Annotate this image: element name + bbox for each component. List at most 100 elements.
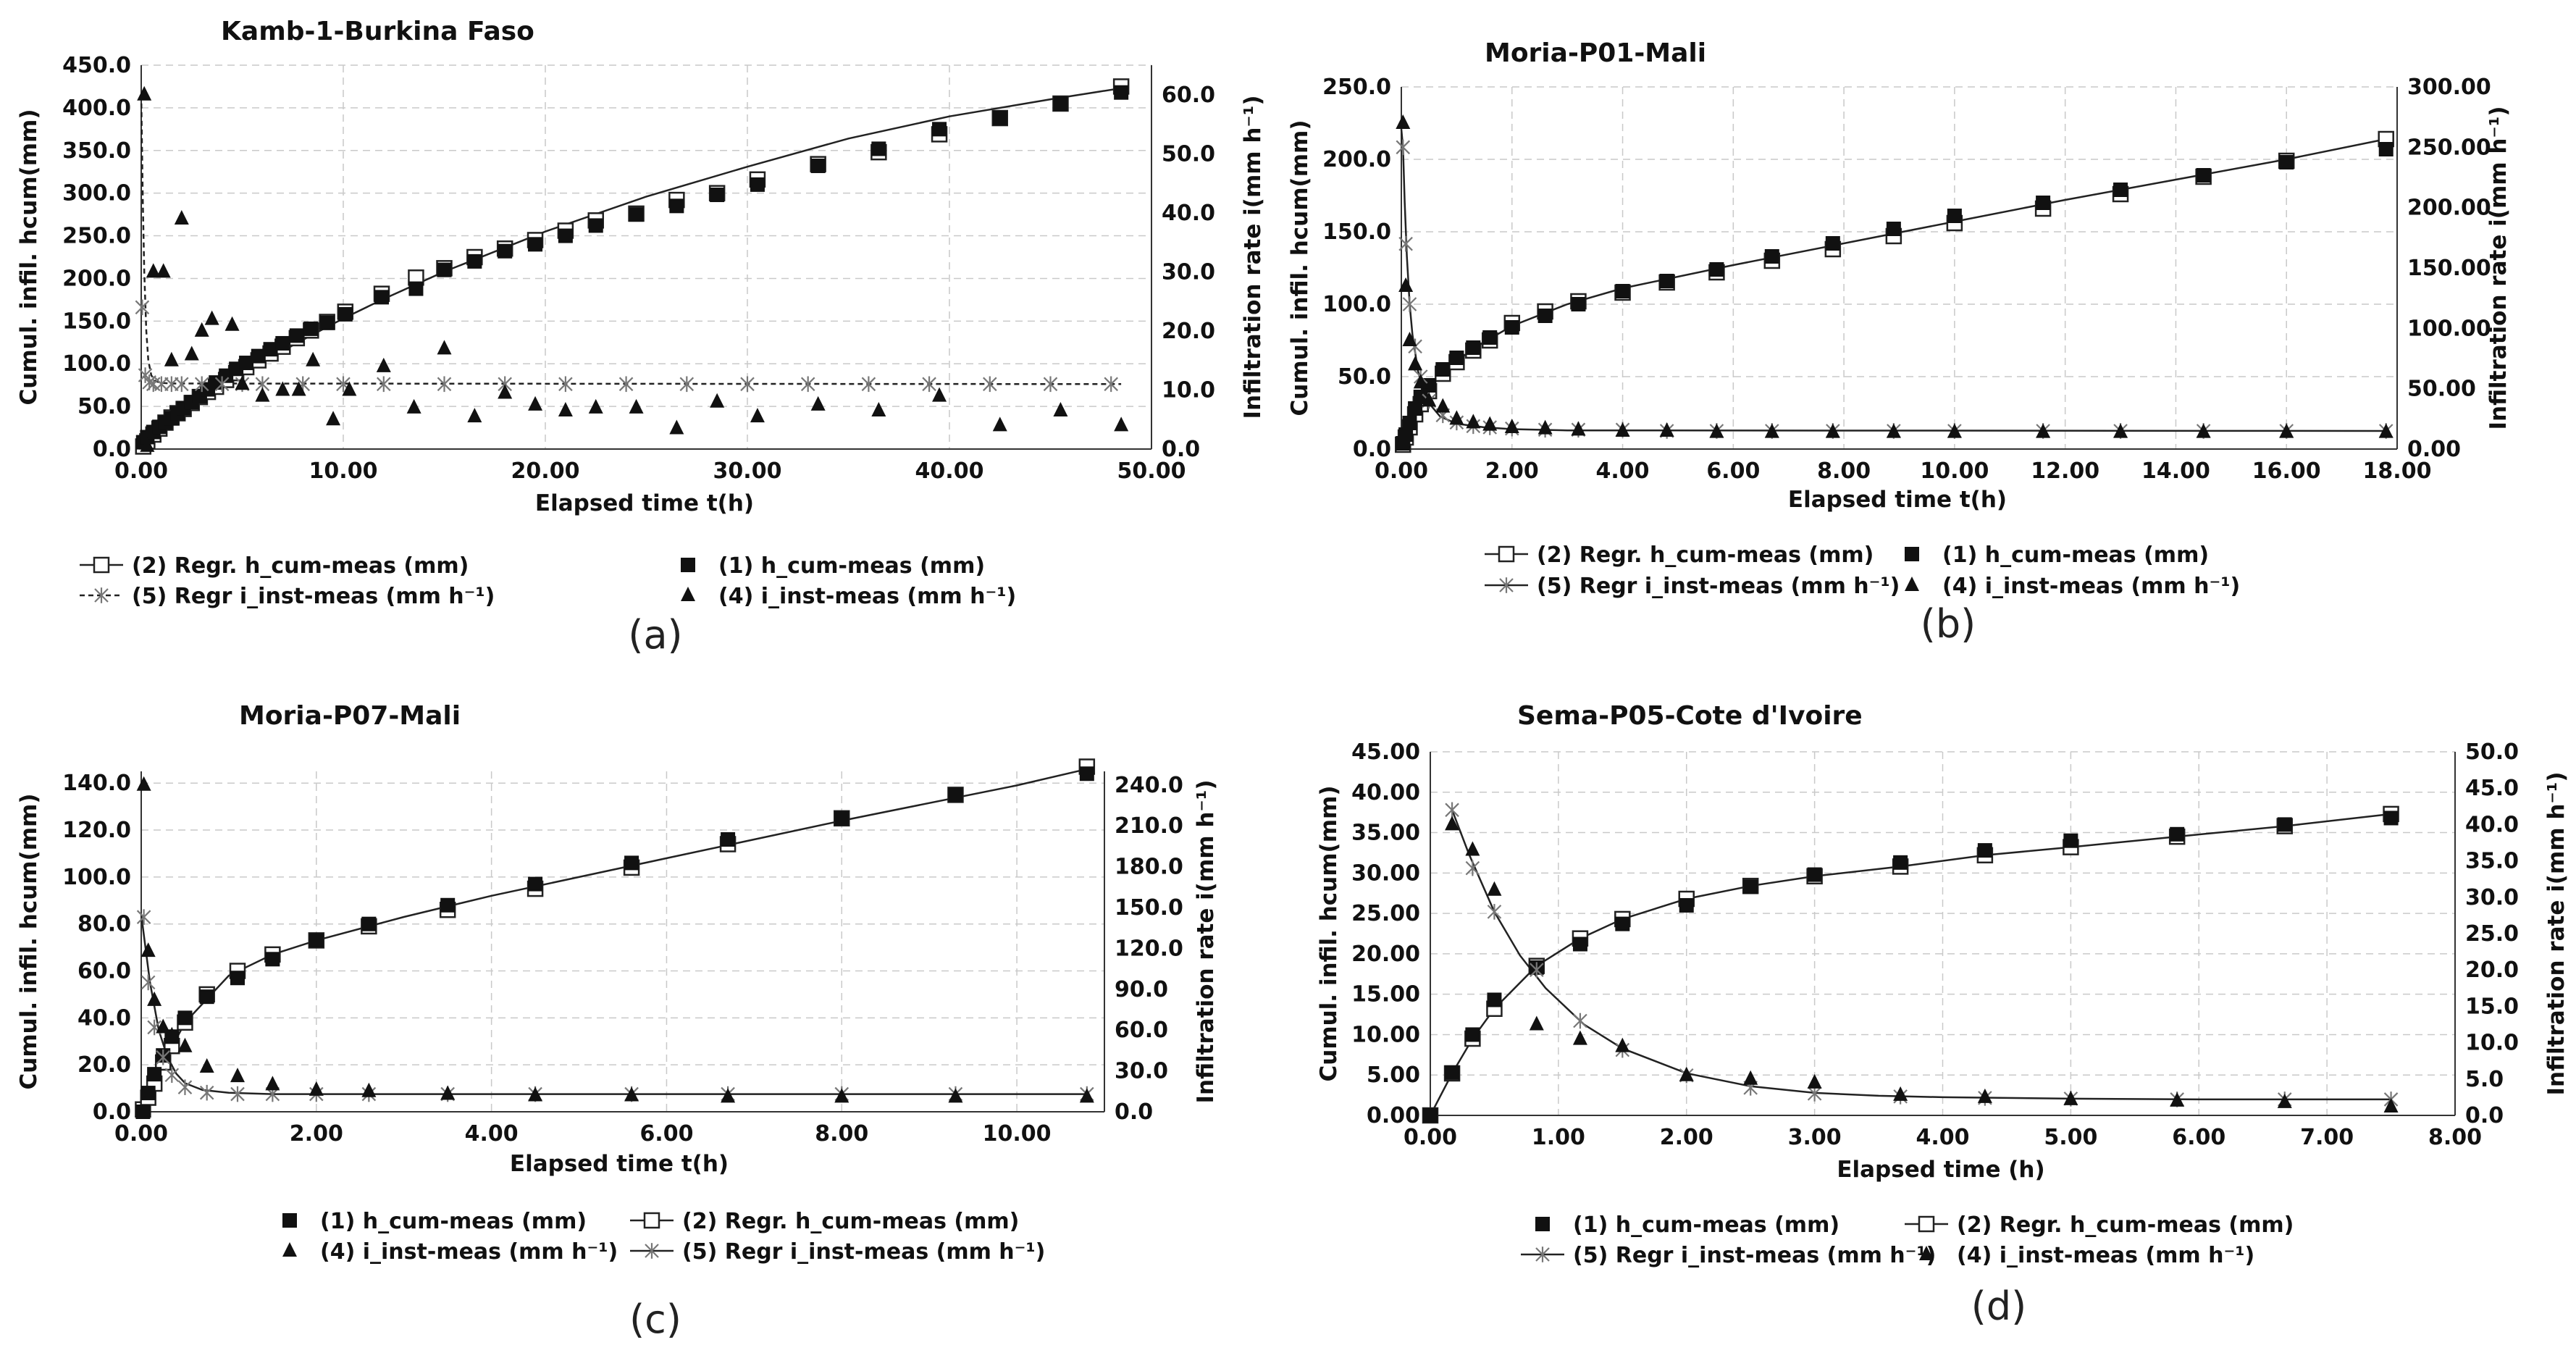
x-tick-label: 30.00 xyxy=(713,458,782,484)
legend-marker xyxy=(1498,545,1515,563)
x-tick-label: 18.00 xyxy=(2363,458,2432,484)
data-point xyxy=(1449,410,1464,425)
y2-tick-label: 30.0 xyxy=(1162,259,1215,285)
data-point xyxy=(376,357,391,372)
chart-panel-a: 0.00 10.00 20.00 30.00 40.00 50.000.050.0100.… xyxy=(16,17,1266,658)
chart-title: Moria-P07-Mali xyxy=(239,701,461,731)
data-point xyxy=(2383,1097,2399,1113)
data-point xyxy=(721,1088,736,1103)
legend-item: (2) Regr. h_cum-meas (mm) xyxy=(1905,1212,2294,1238)
y-tick-label: 25.00 xyxy=(1351,901,1420,926)
data-point xyxy=(1764,249,1779,264)
y2-tick-label: 240.0 xyxy=(1115,773,1183,798)
y-tick-label: 40.0 xyxy=(77,1005,131,1031)
data-point xyxy=(861,376,876,393)
hcum-fit-line xyxy=(1400,138,2386,450)
data-point xyxy=(1487,881,1502,896)
data-point xyxy=(1977,1088,1992,1103)
x-tick-label: 7.00 xyxy=(2300,1125,2354,1150)
data-point xyxy=(140,942,156,958)
legend-marker xyxy=(1535,1246,1550,1262)
data-point xyxy=(871,141,886,156)
series-i-regr xyxy=(1396,139,2394,439)
data-point xyxy=(437,340,452,355)
x-tick-label: 6.00 xyxy=(2172,1125,2225,1150)
data-point xyxy=(800,376,815,393)
data-point xyxy=(948,1088,963,1103)
data-point xyxy=(710,393,725,408)
data-point xyxy=(136,776,151,791)
legend: (1) h_cum-meas (mm) (2) Regr. h_cum-meas … xyxy=(282,1209,1045,1265)
x-tick-label: 8.00 xyxy=(2428,1125,2482,1150)
data-point xyxy=(265,952,280,967)
data-point xyxy=(1572,1030,1587,1045)
data-point xyxy=(239,356,254,371)
y-tick-label: 150.0 xyxy=(62,309,131,334)
data-point xyxy=(1422,392,1437,407)
data-point xyxy=(437,376,452,393)
data-point xyxy=(1825,236,1840,251)
data-point xyxy=(1709,262,1724,277)
data-point xyxy=(2277,817,2292,832)
y-tick-label: 80.0 xyxy=(77,912,131,937)
data-point xyxy=(2036,423,2051,438)
y-tick-label: 50.0 xyxy=(77,394,131,419)
y-tick-label: 450.0 xyxy=(62,53,131,78)
data-point xyxy=(164,351,179,366)
y2-tick-label: 0.00 xyxy=(2407,437,2461,462)
data-point xyxy=(265,1076,280,1091)
data-point xyxy=(1104,376,1118,393)
legend-label: (1) h_cum-meas (mm) xyxy=(1942,542,2209,568)
legend-item: (1) h_cum-meas (mm) xyxy=(681,553,985,579)
series-i-regr xyxy=(136,909,1094,1102)
y2-tick-label: 40.0 xyxy=(1162,201,1215,226)
legend-label: (5) Regr i_inst-meas (mm h⁻¹) xyxy=(1573,1243,1936,1268)
x-tick-label: 1.00 xyxy=(1532,1125,1585,1150)
series-i-meas xyxy=(1445,816,2399,1113)
y2-axis-label: Infiltration rate i(mm h⁻¹) xyxy=(2485,106,2512,430)
legend-item: (5) Regr i_inst-meas (mm h⁻¹) xyxy=(1485,574,1900,599)
legend-item: (4) i_inst-meas (mm h⁻¹) xyxy=(1905,574,2240,599)
chart-title: Kamb-1-Burkina Faso xyxy=(221,17,534,46)
y2-tick-label: 50.00 xyxy=(2407,377,2476,402)
y-tick-label: 5.00 xyxy=(1367,1063,1420,1088)
series-hcum-meas xyxy=(1423,810,2399,1123)
data-point xyxy=(1402,416,1417,430)
data-point xyxy=(199,1084,214,1101)
legend-label: (2) Regr. h_cum-meas (mm) xyxy=(682,1209,1019,1234)
x-tick-label: 10.00 xyxy=(1920,458,1989,484)
data-point xyxy=(214,376,230,393)
data-point xyxy=(1573,1013,1587,1029)
y2-tick-label: 45.0 xyxy=(2465,776,2519,801)
data-point xyxy=(1413,374,1428,389)
data-point xyxy=(992,416,1007,432)
data-point xyxy=(255,387,270,402)
data-point xyxy=(1465,841,1480,856)
y2-tick-label: 10.0 xyxy=(1162,377,1215,403)
data-point xyxy=(306,351,321,366)
data-point xyxy=(137,85,152,101)
data-point xyxy=(810,158,826,173)
y-tick-label: 20.00 xyxy=(1351,942,1420,967)
data-point xyxy=(177,1079,193,1095)
x-tick-label: 4.00 xyxy=(1596,458,1650,484)
data-point xyxy=(1398,277,1414,292)
data-point xyxy=(1396,139,1411,156)
y2-tick-label: 0.0 xyxy=(1115,1099,1153,1125)
data-point xyxy=(1807,867,1822,882)
data-point xyxy=(230,1086,245,1102)
x-tick-label: 6.00 xyxy=(639,1121,693,1147)
data-point xyxy=(669,198,684,214)
x-tick-label: 2.00 xyxy=(290,1121,343,1147)
data-point xyxy=(1466,340,1481,355)
x-tick-label: 14.00 xyxy=(2141,458,2210,484)
data-point xyxy=(2383,810,2399,826)
series-hcum-meas xyxy=(135,766,1094,1119)
data-point xyxy=(1398,427,1414,442)
data-point xyxy=(230,1068,245,1083)
legend-marker xyxy=(645,1243,659,1259)
data-point xyxy=(1529,1015,1544,1031)
x-axis-label: Elapsed time t(h) xyxy=(1788,487,2007,513)
series-hcum-meas xyxy=(135,85,1129,450)
data-point xyxy=(2196,168,2211,183)
